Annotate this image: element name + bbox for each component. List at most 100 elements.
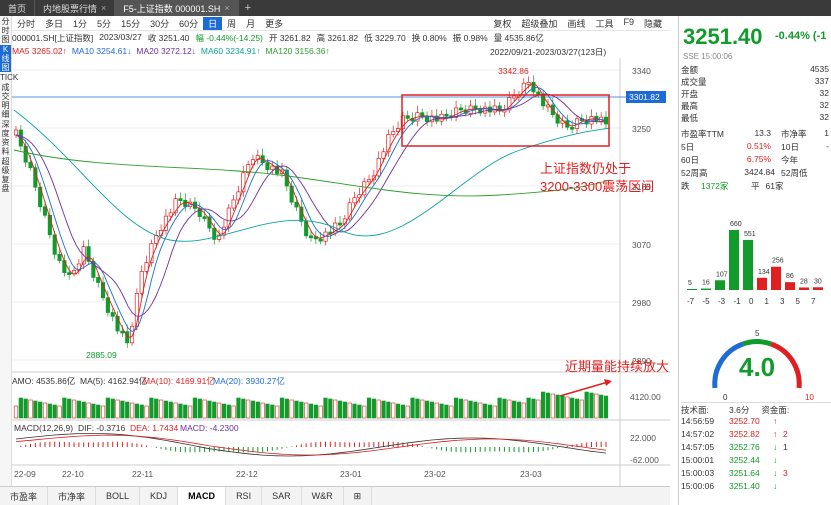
low: 低 3229.70 (364, 33, 406, 43)
x-tick-1: 22-09 (14, 469, 36, 479)
ma60-line (13, 109, 611, 242)
period-6[interactable]: 30分 (150, 18, 170, 29)
volume-bar (221, 403, 227, 419)
volume-bar (71, 399, 77, 419)
candle-body (308, 235, 314, 239)
x-tick-2: 22-10 (62, 469, 84, 479)
period-3[interactable]: 1分 (73, 18, 88, 29)
volume-bar (323, 397, 328, 419)
current-price-label: 3301.82 (629, 92, 660, 102)
stat-row: 开盘 32 (681, 88, 829, 99)
indicator-wr[interactable]: W&R (302, 487, 344, 505)
period-2[interactable]: 多日 (45, 18, 64, 29)
ma-line (15, 83, 605, 339)
side-item-tick[interactable]: TICK (0, 73, 19, 82)
candle-body (110, 312, 115, 317)
indicator-sar[interactable]: SAR (262, 487, 302, 505)
kline-chart[interactable]: 3340 3250 3160 3070 2980 2890 3301.82 33… (0, 0, 678, 486)
candle-body (168, 212, 173, 217)
tab-index[interactable]: F5-上证指数 000001.SH × (115, 0, 239, 16)
candle-body (458, 107, 463, 111)
period-day[interactable]: 日 (203, 16, 223, 30)
side-item-depth[interactable]: 深度资料 (1, 120, 10, 156)
dist-label: -1 (734, 297, 742, 306)
volume-bar (57, 405, 62, 419)
candle-body (120, 330, 125, 334)
indicator-boll[interactable]: BOLL (96, 487, 141, 505)
volume-bar (202, 399, 207, 419)
score-gauge: 4.0 0 5 10 (712, 329, 814, 402)
indicator-kdj[interactable]: KDJ (140, 487, 179, 505)
indicator-pe[interactable]: 市盈率 (0, 487, 49, 505)
period-more[interactable]: 更多 (265, 18, 284, 29)
indicator-pb[interactable]: 市净率 (48, 487, 97, 505)
volume-bar (28, 399, 33, 419)
volume-bar (550, 393, 555, 419)
candle-body (173, 198, 178, 214)
d5-row: 5日 0.51% 10日 - (681, 141, 829, 152)
period-week[interactable]: 周 (227, 18, 237, 29)
volume-bar (279, 397, 285, 419)
amo-ma20: MA(20): 3930.27亿 (213, 376, 285, 386)
candle-body (144, 262, 149, 272)
add-tab-icon[interactable]: + (244, 2, 252, 14)
x-tick-7: 23-03 (520, 469, 542, 479)
draw-button[interactable]: 画线 (567, 18, 586, 29)
adjust-button[interactable]: 复权 (493, 18, 512, 29)
volume-bar (415, 398, 420, 419)
period-month[interactable]: 月 (246, 18, 256, 29)
updown-row: 跌 1372家平 61家 (681, 181, 784, 191)
dist-label: -7 (687, 297, 695, 306)
volume-bar (284, 398, 289, 419)
dea-line (15, 434, 607, 456)
price-change: -0.44% (-1 (775, 30, 827, 42)
ma5-label: MA5 3265.02↑ (12, 46, 67, 56)
period-1[interactable]: 分时 (17, 18, 36, 29)
f9-button[interactable]: F9 (623, 16, 634, 27)
period-7[interactable]: 60分 (179, 18, 199, 29)
volume-bar (342, 401, 347, 419)
close-icon[interactable]: × (101, 3, 107, 13)
volume-bar (52, 404, 57, 419)
candle-body (536, 91, 541, 95)
side-item-deals[interactable]: 成交明细 (1, 83, 10, 119)
volume-bar (154, 398, 159, 419)
volume-bars (13, 391, 609, 419)
volume-bar (212, 401, 217, 419)
side-item-replay[interactable]: 超级复盘 (1, 157, 10, 193)
period-4[interactable]: 5分 (97, 18, 112, 29)
tab-home[interactable]: 首页 (0, 0, 36, 16)
overlay-button[interactable]: 超级叠加 (521, 18, 558, 29)
dist-value: 5 (688, 280, 692, 287)
volume-bar (275, 405, 280, 419)
stat-row: 成交量 337 (681, 76, 829, 87)
side-item-kline[interactable]: K线图 (0, 45, 11, 72)
hide-button[interactable]: 隐藏 (643, 18, 662, 29)
gauge-value: 4.0 (739, 352, 775, 382)
side-item-timeshare[interactable]: 分时图 (1, 17, 10, 44)
indicator-macd[interactable]: MACD (178, 487, 227, 505)
price-tick-3340: 3340 (632, 66, 651, 76)
candle-body (67, 272, 72, 275)
volume-bar (570, 397, 575, 419)
volume-bar (449, 405, 454, 419)
ma120-line (13, 149, 611, 197)
macd-tick-top: 22.000 (630, 433, 656, 443)
period-5[interactable]: 15分 (121, 18, 141, 29)
code: 000001.SH[上证指数] (12, 33, 94, 43)
dist-label: -3 (718, 297, 726, 306)
candle-body (13, 129, 19, 136)
candle-body (425, 116, 430, 123)
volume-bar (502, 398, 507, 419)
candle-body (512, 95, 517, 99)
tools-button[interactable]: 工具 (595, 18, 614, 29)
volume-bar (236, 397, 241, 419)
tab-market[interactable]: 内地股票行情 × (35, 0, 116, 16)
indicator-rsi[interactable]: RSI (226, 487, 263, 505)
candle-body (294, 201, 299, 208)
close-icon[interactable]: × (224, 3, 230, 13)
add-indicator-icon[interactable]: ⊞ (344, 487, 373, 505)
turnover: 换 0.80% (411, 33, 447, 43)
volume-bar (366, 397, 372, 419)
